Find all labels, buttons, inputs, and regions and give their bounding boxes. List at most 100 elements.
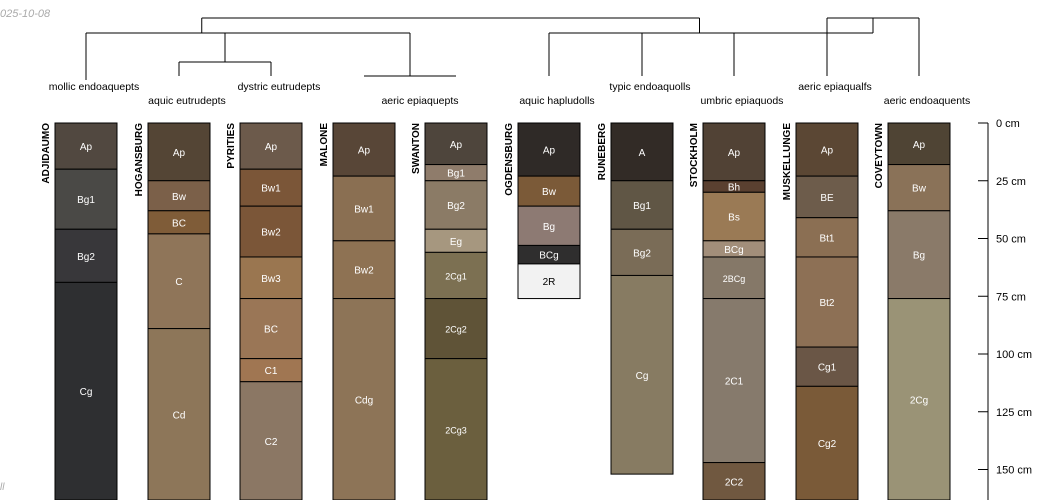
horizon-label: Bw3 — [261, 274, 281, 285]
horizon-bg1 — [54, 168, 118, 230]
taxon-label: mollic endoaquepts — [49, 81, 139, 93]
profile-name: MUSKELLUNGE — [782, 123, 793, 201]
dendrogram — [85, 17, 920, 80]
taxon-label: aeric epiaquepts — [381, 95, 458, 107]
horizon-label: Ap — [358, 146, 371, 157]
horizon-cg1 — [795, 346, 859, 387]
horizon-cd — [147, 328, 211, 500]
horizon-label: Ap — [821, 146, 834, 157]
profile-name: ADJIDAUMO — [41, 123, 52, 184]
axis-tick-label: 100 cm — [996, 349, 1032, 361]
profile-name: HOGANSBURG — [134, 123, 145, 197]
horizon-bc — [239, 298, 303, 360]
horizon-label: Bg2 — [447, 201, 465, 212]
horizon-bt2 — [795, 256, 859, 348]
horizon-bw — [887, 164, 951, 212]
horizon-label: Bg1 — [77, 195, 95, 206]
horizon-ap — [332, 122, 396, 177]
horizon-label: Ap — [265, 142, 278, 153]
taxon-label: typic endoaquolls — [609, 81, 690, 93]
horizon-label: Bg2 — [77, 252, 95, 263]
horizon-label: 2R — [543, 277, 556, 288]
horizon-label: Bw — [172, 192, 187, 203]
horizon-bt1 — [795, 217, 859, 258]
horizon-be — [795, 175, 859, 219]
horizon-label: Ap — [173, 148, 186, 159]
horizon-label: Bg2 — [633, 248, 651, 259]
horizon-label: Bg — [543, 222, 555, 233]
horizon-label: Ap — [543, 146, 556, 157]
horizon-bw — [147, 180, 211, 212]
horizon-label: Bg1 — [447, 169, 465, 180]
profile-ogdensburg: Ap Bw Bg BCg 2R OGDENSBURG — [504, 122, 581, 300]
horizon-label: 2Cg — [910, 395, 928, 406]
horizon-label: Cd — [173, 410, 186, 421]
horizon-label: Cg — [636, 371, 649, 382]
horizon-label: 2Cg1 — [445, 271, 467, 281]
horizon-bg1 — [610, 180, 674, 230]
horizon-bw1 — [332, 175, 396, 242]
horizon-ap — [517, 122, 581, 177]
horizon-label: BE — [820, 193, 834, 204]
horizon-bw2 — [332, 240, 396, 300]
horizon-ap — [702, 122, 766, 182]
horizon-label: Bs — [728, 213, 740, 224]
horizon-bg2 — [424, 180, 488, 230]
horizon-bw1 — [239, 168, 303, 207]
axis-tick-label: 75 cm — [996, 291, 1026, 303]
horizon-cg — [610, 274, 674, 475]
horizon-label: Eg — [450, 237, 462, 248]
profile-name: COVEYTOWN — [874, 123, 885, 188]
horizon-label: C2 — [265, 437, 278, 448]
taxon-label: umbric epiaquods — [701, 95, 784, 107]
profile-adjidaumo: Ap Bg1 Bg2 Cg ADJIDAUMO — [41, 122, 118, 500]
horizon-ap — [887, 122, 951, 166]
horizon-label: BC — [264, 325, 278, 336]
profile-coveytown: Ap Bw Bg 2Cg COVEYTOWN — [874, 122, 951, 500]
profile-malone: Ap Bw1 Bw2 Cdg MALONE — [319, 122, 396, 500]
taxon-label: aquic hapludolls — [519, 95, 594, 107]
horizon-label: Bw2 — [261, 228, 281, 239]
horizon-label: 2C1 — [725, 377, 744, 388]
axis-tick-label: 150 cm — [996, 465, 1032, 477]
horizon-label: Cg1 — [818, 363, 837, 374]
horizon-cg2 — [795, 385, 859, 500]
horizon-label: Bt1 — [819, 233, 834, 244]
horizon-label: 2C2 — [725, 477, 744, 488]
horizon-2bcg — [702, 256, 766, 300]
horizon-label: A — [639, 148, 646, 159]
horizon-2cg2 — [424, 298, 488, 360]
horizon-label: C — [175, 277, 182, 288]
horizon-2cg — [887, 298, 951, 500]
profile-muskellunge: Ap BE Bt1 Bt2 Cg1 Cg2 MUSKELLUNGE — [782, 122, 859, 500]
profile-stockholm: Ap Bh Bs BCg 2BCg 2C1 2C2 STOCKHOLM — [689, 122, 766, 500]
axis-tick-label: 0 cm — [996, 118, 1020, 130]
horizon-cdg — [332, 298, 396, 500]
horizon-label: 2Cg2 — [445, 325, 467, 335]
horizon-cg — [54, 281, 118, 500]
horizon-label: Ap — [80, 142, 93, 153]
horizon-ap — [795, 122, 859, 177]
axis-tick-label: 50 cm — [996, 234, 1026, 246]
horizon-label: BCg — [724, 245, 743, 256]
horizon-ap — [239, 122, 303, 170]
taxon-label: aeric epiaqualfs — [798, 81, 872, 93]
profile-name: MALONE — [319, 123, 330, 167]
axis-tick-label: 125 cm — [996, 407, 1032, 419]
horizon-label: Bw1 — [261, 184, 281, 195]
horizon-label: 2Cg3 — [445, 425, 467, 435]
horizon-label: Ap — [728, 148, 741, 159]
taxon-label: dystric eutrudepts — [238, 81, 321, 93]
horizon-2c1 — [702, 298, 766, 464]
taxon-label: aquic eutrudepts — [148, 95, 226, 107]
horizon-bg2 — [610, 228, 674, 276]
profile-hogansburg: Ap Bw BC C Cd HOGANSBURG — [134, 122, 211, 500]
date-stamp: 025-10-08 — [0, 8, 51, 20]
profile-name: PYRITIES — [226, 123, 237, 169]
profile-name: STOCKHOLM — [689, 123, 700, 187]
horizon-label: BCg — [539, 251, 558, 262]
horizon-label: Bg1 — [633, 201, 651, 212]
profile-name: SWANTON — [411, 123, 422, 174]
horizon-label: Cdg — [355, 395, 373, 406]
